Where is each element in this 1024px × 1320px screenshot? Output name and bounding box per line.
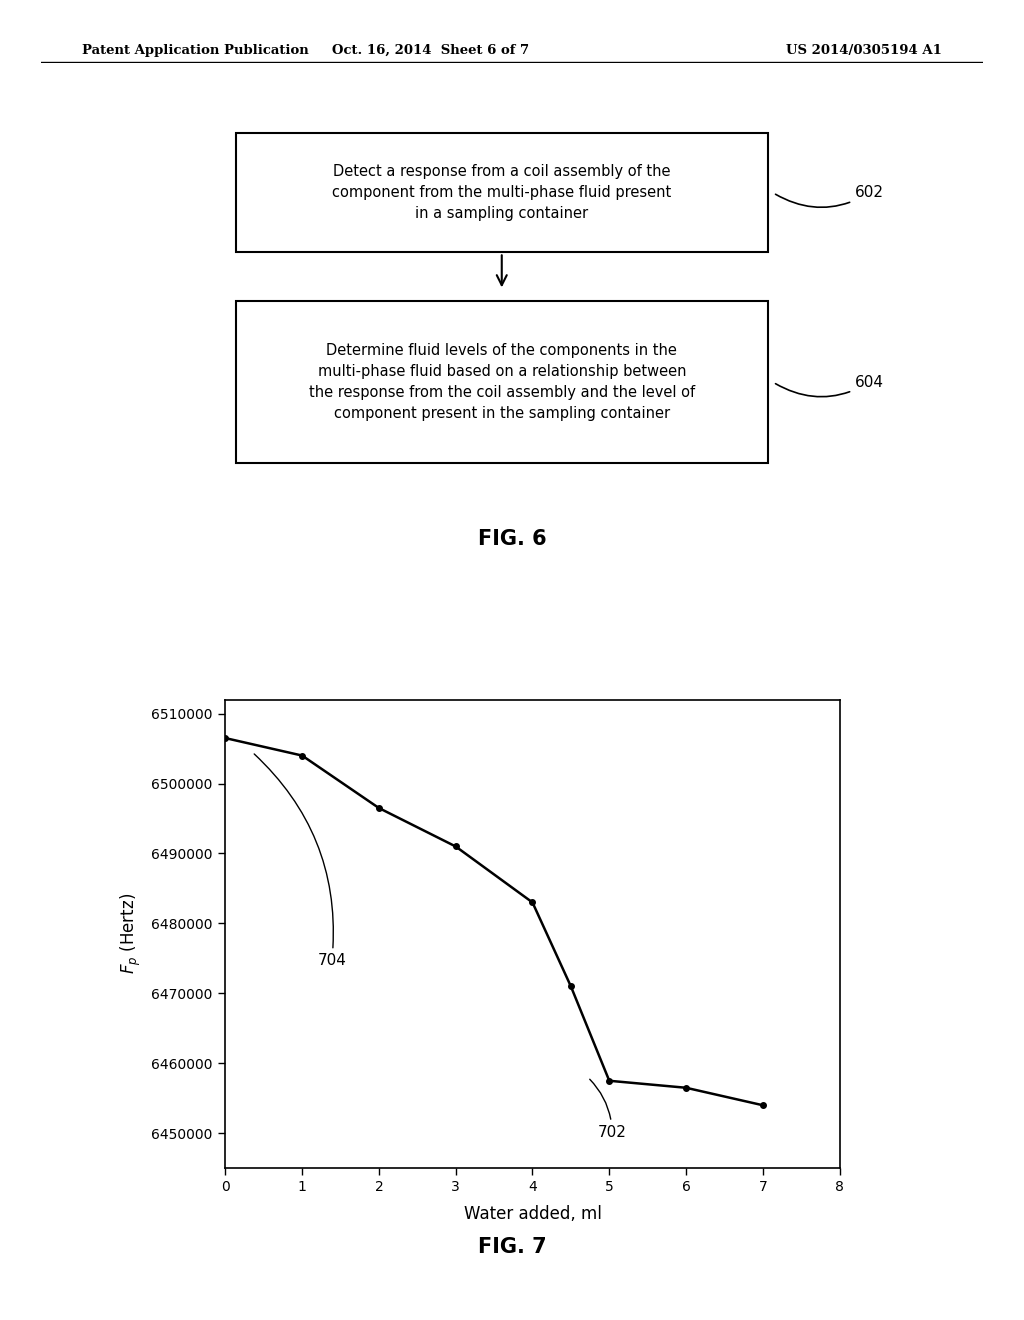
Text: Determine fluid levels of the components in the
multi-phase fluid based on a rel: Determine fluid levels of the components… [308,343,695,421]
Y-axis label: $\mathit{F}_p$ (Hertz): $\mathit{F}_p$ (Hertz) [119,894,143,974]
FancyBboxPatch shape [236,301,768,463]
Text: FIG. 6: FIG. 6 [477,529,547,549]
Text: FIG. 7: FIG. 7 [477,1237,547,1258]
Text: 604: 604 [775,375,884,397]
Text: Detect a response from a coil assembly of the
component from the multi-phase flu: Detect a response from a coil assembly o… [332,165,672,222]
Text: Patent Application Publication: Patent Application Publication [82,44,308,57]
X-axis label: Water added, ml: Water added, ml [464,1205,601,1224]
Text: 704: 704 [254,754,346,969]
Text: 602: 602 [775,185,884,207]
Text: US 2014/0305194 A1: US 2014/0305194 A1 [786,44,942,57]
FancyBboxPatch shape [236,133,768,252]
Text: Oct. 16, 2014  Sheet 6 of 7: Oct. 16, 2014 Sheet 6 of 7 [332,44,528,57]
Text: 702: 702 [590,1080,627,1139]
